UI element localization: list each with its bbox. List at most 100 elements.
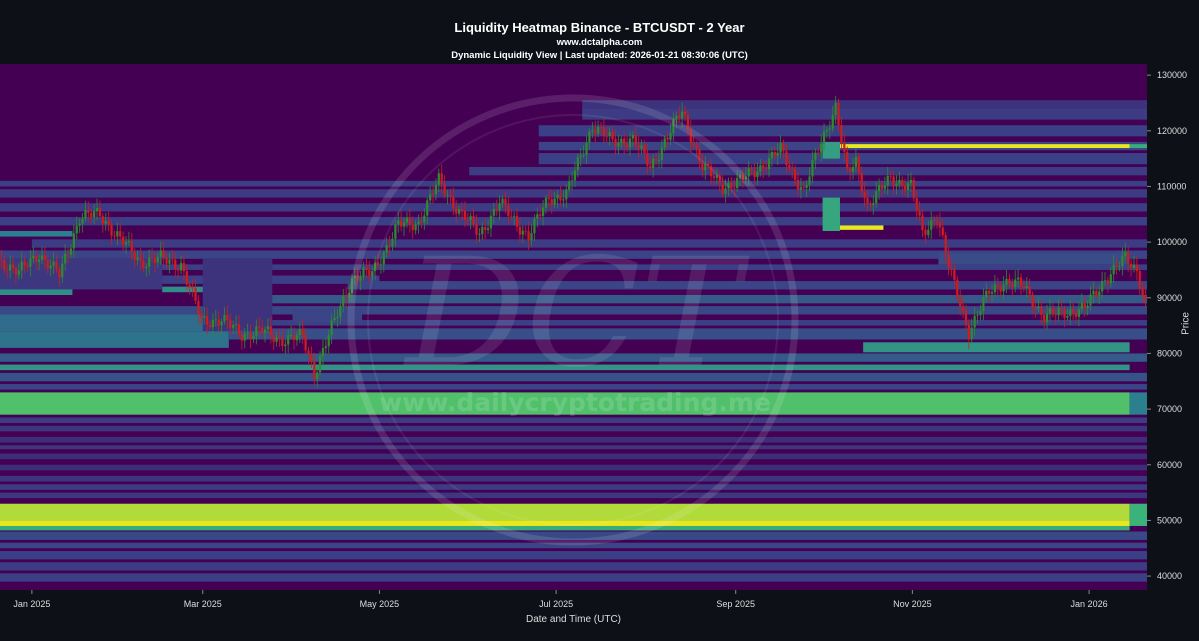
candle-body — [423, 215, 426, 223]
liquidity-band — [0, 275, 380, 284]
candle-body — [61, 263, 64, 278]
candle-body — [58, 269, 61, 278]
candle-body — [130, 241, 133, 252]
candle-body — [993, 284, 997, 293]
candle-body — [327, 334, 330, 347]
candle-body — [411, 224, 414, 231]
candle-body — [591, 130, 594, 132]
x-axis-label: Date and Time (UTC) — [525, 614, 622, 625]
liquidity-band — [0, 464, 1147, 471]
liquidity-band — [0, 331, 229, 348]
candle-body — [681, 111, 684, 119]
candle-body — [625, 145, 629, 148]
liquidity-band — [1129, 503, 1147, 526]
candle-body — [261, 327, 264, 333]
candle-body — [324, 346, 327, 349]
candle-body — [95, 208, 99, 212]
candle-body — [1144, 295, 1147, 300]
candle-body — [889, 175, 892, 177]
x-tick-label: Jul 2025 — [539, 599, 573, 609]
candle-body — [460, 209, 464, 211]
candle-body — [6, 269, 9, 271]
candle-body — [1092, 290, 1095, 295]
candle-body — [43, 255, 46, 260]
candle-body — [1063, 309, 1066, 318]
candle-body — [1141, 289, 1144, 296]
candle-body — [127, 241, 130, 243]
liquidity-band — [292, 308, 363, 323]
candle-body — [472, 216, 475, 225]
candle-body — [1054, 314, 1057, 316]
candle-body — [394, 224, 397, 239]
candle-body — [652, 158, 655, 169]
candle-body — [588, 131, 591, 143]
candle-body — [825, 129, 829, 132]
liquidity-band — [822, 141, 840, 159]
liquidity-band — [582, 108, 1147, 120]
liquidity-band — [0, 189, 1147, 198]
candle-body — [744, 176, 747, 180]
candle-body — [171, 259, 174, 261]
x-tick-label: Sep 2025 — [716, 599, 755, 609]
candle-body — [295, 335, 298, 341]
liquidity-band — [0, 425, 1147, 432]
liquidity-band — [0, 353, 1147, 362]
candle-body — [964, 310, 968, 325]
candle-body — [718, 175, 721, 184]
candle-body — [698, 148, 701, 163]
candle-body — [849, 168, 852, 172]
candle-body — [562, 199, 565, 201]
candle-body — [162, 250, 165, 258]
liquidity-band — [228, 320, 1147, 326]
candle-body — [707, 164, 710, 167]
candle-body — [121, 236, 125, 245]
candle-body — [663, 138, 666, 148]
y-tick-label: 40000 — [1157, 571, 1182, 581]
candle-body — [177, 268, 180, 271]
candle-body — [634, 134, 637, 146]
candle-body — [976, 315, 979, 316]
liquidity-band — [0, 492, 1147, 499]
candle-body — [602, 127, 606, 136]
candle-body — [750, 168, 753, 171]
candle-body — [1014, 279, 1017, 287]
candle-body — [23, 261, 26, 266]
candle-body — [1095, 290, 1098, 296]
candle-body — [1034, 307, 1037, 309]
candle-body — [689, 129, 692, 144]
candle-body — [495, 208, 498, 211]
candle-body — [883, 185, 886, 189]
candle-body — [194, 288, 197, 301]
candle-body — [443, 184, 446, 196]
candle-body — [400, 220, 403, 227]
candle-body — [657, 159, 661, 161]
candle-body — [611, 132, 614, 140]
candle-body — [617, 142, 620, 147]
candle-body — [287, 335, 290, 345]
candle-body — [660, 147, 663, 160]
candle-body — [834, 102, 837, 116]
liquidity-band — [0, 436, 1147, 443]
candle-body — [536, 214, 539, 219]
liquidity-band — [0, 562, 1147, 571]
candle-body — [165, 257, 168, 264]
candle-body — [831, 115, 834, 129]
candle-body — [55, 261, 58, 270]
candle-body — [901, 179, 904, 187]
liquidity-band — [0, 306, 1147, 315]
candle-body — [857, 156, 860, 174]
candle-body — [643, 145, 646, 154]
candle-body — [307, 350, 310, 355]
candle-body — [113, 235, 116, 237]
candle-body — [1028, 286, 1031, 295]
candle-body — [1124, 252, 1127, 256]
candle-body — [1112, 264, 1115, 275]
candle-body — [498, 203, 501, 211]
candle-body — [715, 175, 718, 178]
candle-body — [69, 248, 73, 255]
candle-body — [585, 142, 588, 155]
candle-body — [510, 215, 513, 217]
candle-body — [116, 231, 119, 237]
candle-body — [553, 198, 556, 205]
